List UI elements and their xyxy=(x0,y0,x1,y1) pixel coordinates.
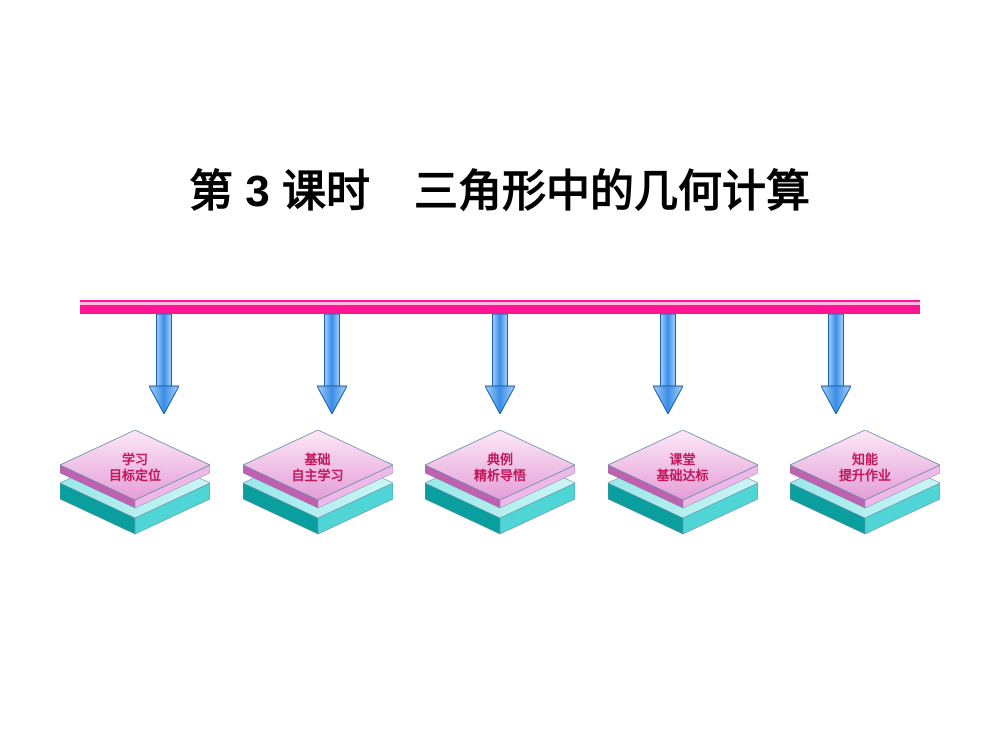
tile-icon xyxy=(60,430,210,544)
nav-tile-0[interactable]: 学习目标定位 xyxy=(60,430,210,550)
tile-label-line1: 典例 xyxy=(425,452,575,468)
tile-label-line2: 提升作业 xyxy=(790,468,940,484)
nav-tile-4[interactable]: 知能提升作业 xyxy=(790,430,940,550)
tile-label: 基础自主学习 xyxy=(243,452,393,485)
down-arrow-icon xyxy=(653,314,683,414)
title-text: 第 3 课时 三角形中的几何计算 xyxy=(189,167,810,216)
nav-tile-1[interactable]: 基础自主学习 xyxy=(243,430,393,550)
tile-label-line1: 课堂 xyxy=(608,452,758,468)
tile-label: 典例精析导悟 xyxy=(425,452,575,485)
tile-icon xyxy=(608,430,758,544)
page-title: 第 3 课时 三角形中的几何计算 xyxy=(0,155,999,219)
tile-label-line2: 目标定位 xyxy=(60,468,210,484)
tile-label: 知能提升作业 xyxy=(790,452,940,485)
down-arrow-icon xyxy=(317,314,347,414)
tile-icon xyxy=(425,430,575,544)
arrows-row xyxy=(80,314,920,414)
tile-label-line2: 精析导悟 xyxy=(425,468,575,484)
arrow-1 xyxy=(317,314,347,414)
down-arrow-icon xyxy=(821,314,851,414)
tile-label-line1: 知能 xyxy=(790,452,940,468)
tile-icon xyxy=(243,430,393,544)
tile-label: 课堂基础达标 xyxy=(608,452,758,485)
down-arrow-icon xyxy=(149,314,179,414)
tiles-row: 学习目标定位 基础自主学习 xyxy=(60,430,940,550)
nav-tile-3[interactable]: 课堂基础达标 xyxy=(608,430,758,550)
tile-icon xyxy=(790,430,940,544)
tile-label-line1: 基础 xyxy=(243,452,393,468)
arrow-2 xyxy=(485,314,515,414)
tile-label-line1: 学习 xyxy=(60,452,210,468)
horizontal-bar xyxy=(80,300,920,314)
nav-tile-2[interactable]: 典例精析导悟 xyxy=(425,430,575,550)
tile-label: 学习目标定位 xyxy=(60,452,210,485)
arrow-3 xyxy=(653,314,683,414)
arrow-4 xyxy=(821,314,851,414)
tile-label-line2: 自主学习 xyxy=(243,468,393,484)
hr-bar-svg xyxy=(80,300,920,314)
down-arrow-icon xyxy=(485,314,515,414)
tile-label-line2: 基础达标 xyxy=(608,468,758,484)
arrow-0 xyxy=(149,314,179,414)
